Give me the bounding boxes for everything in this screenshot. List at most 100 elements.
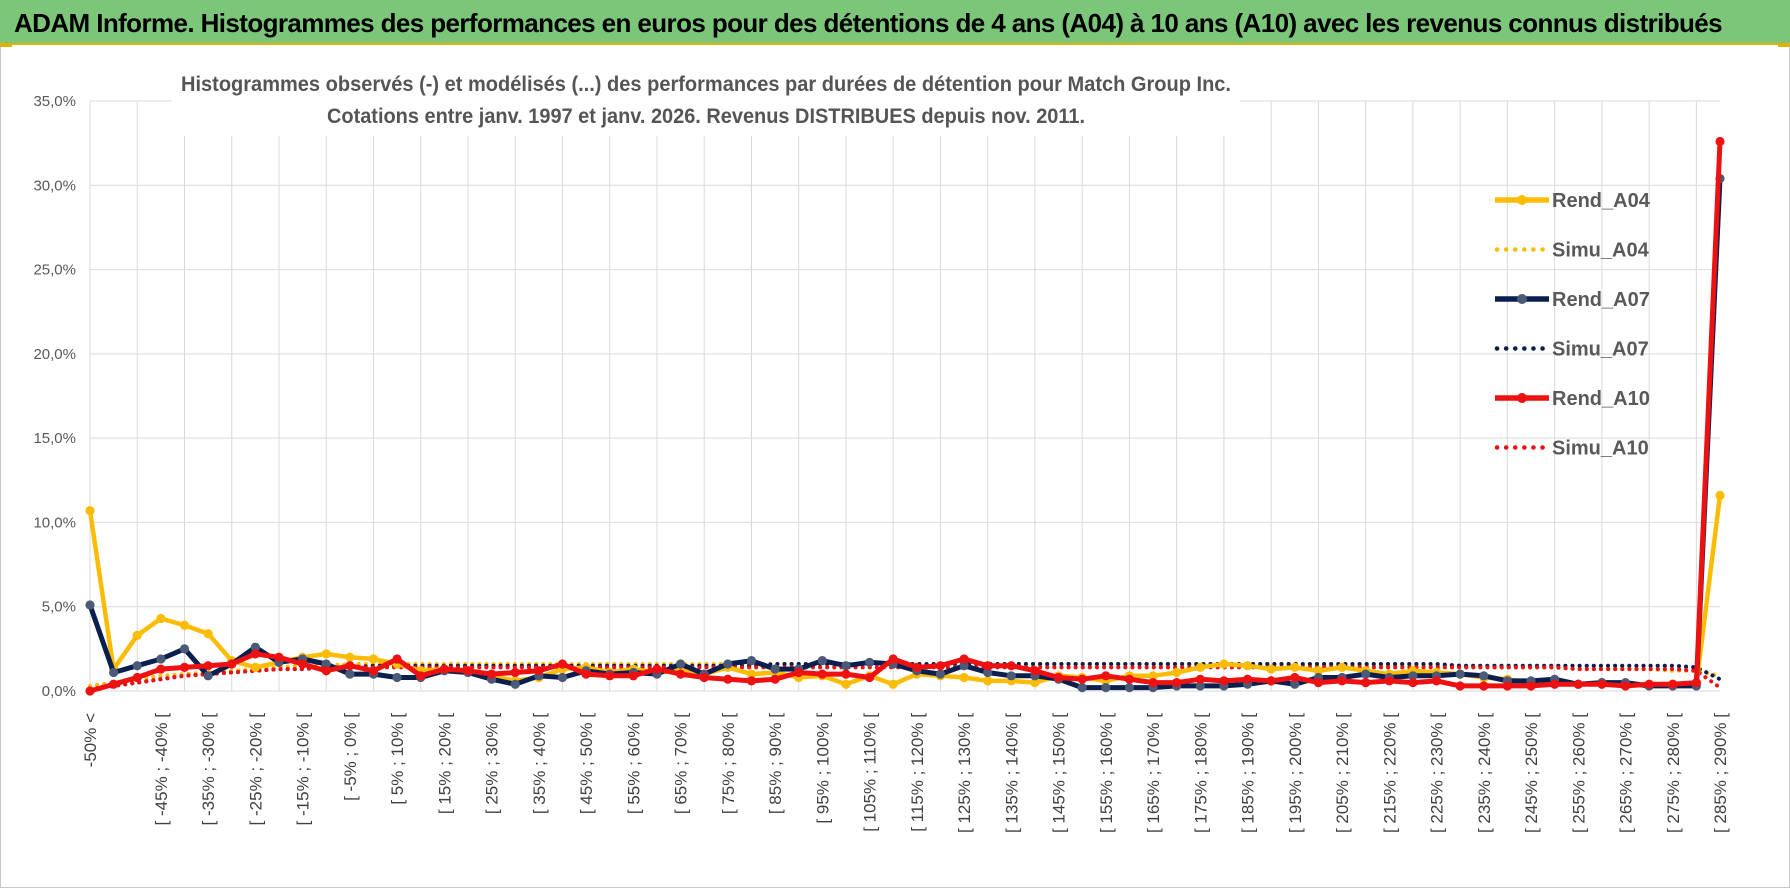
data-point [486,669,497,679]
header-banner: ADAM Informe. Histogrammes des performan… [0,0,1790,45]
legend: Rend_A04 Simu_A04 Rend_A07 Simu_A07 Rend_A10… [1494,190,1651,460]
data-point [298,659,308,669]
legend-label: Simu_A04 [1552,240,1650,262]
y-tick-label: 35,0% [33,93,76,110]
data-point [1219,676,1229,686]
data-point [1124,674,1135,684]
x-tick-label: [ 285% ; 290% [ [1711,713,1730,833]
data-point [179,620,190,630]
legend-label: Simu_A10 [1552,438,1649,460]
data-point [463,666,473,676]
data-point [179,662,190,673]
data-point [983,661,993,671]
data-point [321,666,331,676]
data-point [345,652,355,662]
data-point [1408,671,1418,681]
data-point [699,672,709,683]
data-point [723,659,733,669]
data-point [203,629,213,639]
legend-label: Rend_A10 [1552,388,1650,410]
data-point [1124,683,1135,693]
gridlines [89,100,1720,692]
data-point [1573,679,1583,689]
data-point [250,662,260,673]
data-point [274,652,284,662]
data-point [1101,671,1111,681]
data-point [1195,674,1205,684]
x-tick-label: [ 95% ; 100% [ [813,713,832,824]
series-rend-a10 [85,136,1725,696]
y-tick-label: 15,0% [33,430,76,447]
data-point [156,654,166,664]
data-point [510,679,520,689]
data-point [1290,672,1300,683]
data-point [1715,136,1725,147]
data-point [912,662,922,673]
data-point [250,642,260,652]
data-point [557,672,568,683]
data-point [227,659,237,669]
data-point [1290,679,1300,689]
data-point [723,674,733,684]
data-point [794,667,804,678]
x-tick-label: [ 165% ; 170% [ [1144,713,1163,833]
data-point [345,669,355,679]
x-tick-label: [ 145% ; 150% [ [1050,713,1069,833]
x-tick-label: [ 125% ; 130% [ [955,713,974,833]
chart-title: Histogrammes observés (-) et modélisés (… [181,73,1231,96]
data-point [1668,679,1678,689]
data-point [1006,671,1016,681]
legend-label: Rend_A04 [1552,190,1651,212]
data-point [203,661,213,671]
data-point [1337,662,1347,673]
data-point [1172,667,1182,678]
y-tick-label: 25,0% [33,262,76,279]
data-point [368,654,379,664]
data-point [392,654,402,664]
x-tick-label: [ 75% ; 80% [ [719,713,738,814]
series-line [89,141,1723,694]
data-point [1219,659,1229,669]
data-point [1620,681,1631,691]
data-point [581,669,591,679]
data-point [746,656,757,666]
x-tick-label: [ 15% ; 20% [ [435,713,454,814]
data-point [1172,677,1182,688]
data-point [1195,681,1205,691]
x-tick-label: [ 45% ; 50% [ [577,713,596,814]
data-point [1242,674,1253,684]
x-tick-label: [ 225% ; 230% [ [1428,713,1447,833]
data-point [1479,681,1489,691]
data-point [841,679,851,689]
x-tick-label: [ 55% ; 60% [ [624,713,643,814]
banner-title: ADAM Informe. Histogrammes des performan… [14,8,1723,38]
data-point [888,679,898,689]
legend-item: Rend_A04 [1495,190,1651,212]
data-point [1242,661,1253,671]
data-point [321,649,331,659]
data-point [345,661,355,671]
data-point [1030,666,1040,676]
legend-item: Rend_A10 [1495,388,1650,410]
data-point [770,664,780,674]
data-point [85,600,95,610]
data-point [983,667,993,678]
data-point [983,676,993,686]
data-point [321,659,331,669]
series-line [87,178,1723,691]
data-point [1691,677,1701,688]
data-point [179,644,190,654]
data-point [109,667,119,678]
x-tick-label: [ -35% ; -30% [ [199,713,218,826]
data-point [1384,676,1394,686]
x-tick-label: [ 5% ; 10% [ [388,713,407,805]
x-tick-label: -50% < [81,713,100,767]
series-rend-a07 [85,173,1725,693]
x-tick-label: [ 35% ; 40% [ [530,713,549,814]
data-point [864,657,875,667]
data-point [1526,681,1536,691]
legend-item: Simu_A07 [1494,339,1649,361]
x-tick-label: [ 105% ; 110% [ [861,713,880,832]
data-point [675,659,686,669]
legend-marker [1517,294,1527,304]
